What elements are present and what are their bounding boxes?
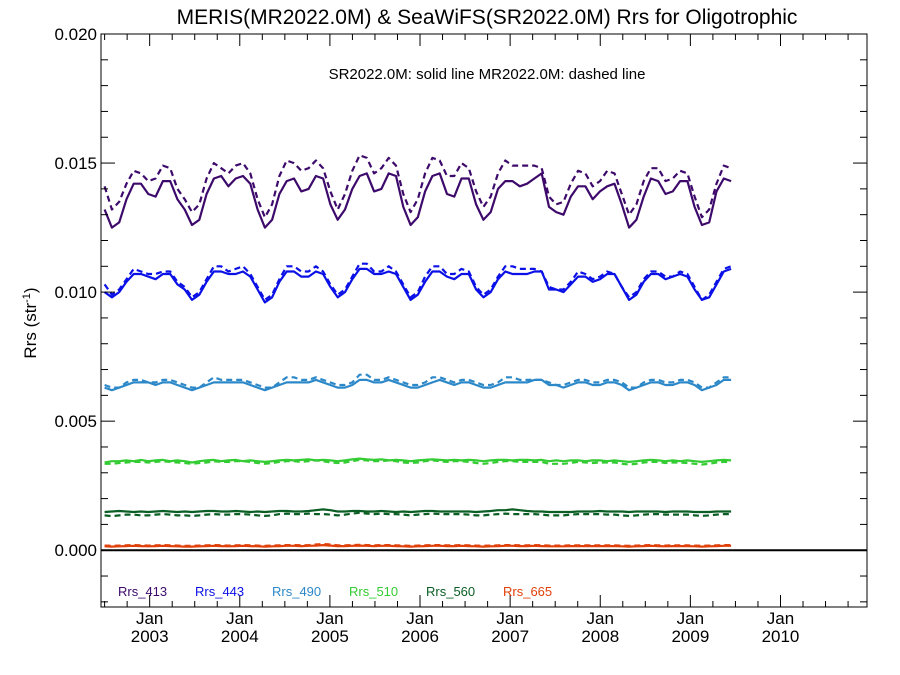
legend: Rrs_413 Rrs_443 Rrs_490 Rrs_510 Rrs_560 Rrs_6…: [118, 584, 552, 599]
y-tick-label: 0.020: [54, 25, 97, 44]
x-tick-month: Jan: [226, 609, 253, 628]
tick-layer: 0.0000.0050.0100.0150.020Jan2003Jan2004J…: [54, 25, 867, 646]
series-line-rrs-413-solid: [103, 172, 732, 229]
x-tick-month: Jan: [136, 609, 163, 628]
legend-entry: Rrs_490: [272, 584, 321, 599]
legend-entry: Rrs_510: [349, 584, 398, 599]
series-line-rrs-510-dashed: [104, 458, 732, 466]
series-line-rrs-413-dashed: [103, 154, 732, 219]
x-tick-year: 2003: [131, 627, 169, 646]
x-tick-year: 2010: [762, 627, 800, 646]
y-axis-label-close: ): [21, 287, 40, 293]
series-line-rrs-665-dashed: [104, 542, 732, 547]
x-tick-month: Jan: [587, 609, 614, 628]
legend-entry: Rrs_443: [195, 584, 244, 599]
series-line-rrs-443-dashed: [103, 262, 732, 301]
x-tick-year: 2009: [671, 627, 709, 646]
y-axis-label-main: Rrs (str: [21, 303, 40, 359]
x-tick-month: Jan: [677, 609, 704, 628]
series-line-rrs-510-solid: [104, 457, 732, 464]
legend-entry: Rrs_560: [426, 584, 475, 599]
x-tick-year: 2004: [221, 627, 259, 646]
x-tick-month: Jan: [767, 609, 794, 628]
y-axis-label-sup: -1: [21, 293, 33, 303]
chart-title: MERIS(MR2022.0M) & SeaWiFS(SR2022.0M) Rr…: [177, 6, 798, 29]
x-tick-year: 2005: [311, 627, 349, 646]
plot-frame: [100, 33, 868, 608]
y-tick-label: 0.005: [54, 412, 97, 431]
series-line-rrs-490-solid: [104, 378, 732, 392]
x-tick-year: 2006: [401, 627, 439, 646]
y-tick-label: 0.015: [54, 154, 97, 173]
series-line-rrs-560-dashed: [104, 511, 732, 518]
y-tick-label: 0.010: [54, 283, 97, 302]
y-tick-label: 0.000: [54, 541, 97, 560]
x-tick-month: Jan: [406, 609, 433, 628]
x-tick-year: 2007: [491, 627, 529, 646]
series-layer: [103, 154, 732, 548]
plot-area: 0.0000.0050.0100.0150.020Jan2003Jan2004J…: [54, 25, 868, 646]
series-line-rrs-490-dashed: [104, 373, 732, 389]
x-tick-month: Jan: [496, 609, 523, 628]
legend-entry: Rrs_665: [503, 584, 552, 599]
x-tick-year: 2008: [581, 627, 619, 646]
legend-entry: Rrs_413: [118, 584, 167, 599]
series-line-rrs-443-solid: [103, 267, 732, 304]
line-style-note: SR2022.0M: solid line MR2022.0M: dashed …: [329, 66, 646, 83]
y-axis-label: Rrs (str-1): [21, 287, 40, 358]
series-line-rrs-560-solid: [104, 508, 732, 514]
x-tick-month: Jan: [316, 609, 343, 628]
